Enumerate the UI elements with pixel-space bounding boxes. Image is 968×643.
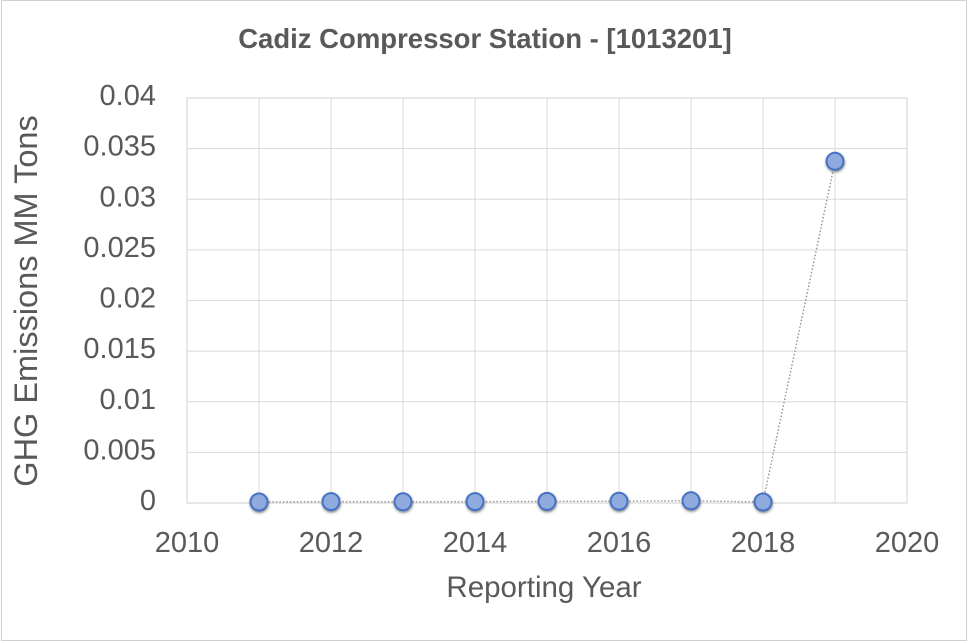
- svg-text:2018: 2018: [731, 527, 796, 559]
- svg-text:0: 0: [140, 485, 156, 517]
- svg-text:2010: 2010: [155, 527, 220, 559]
- svg-text:GHG Emissions MM Tons: GHG Emissions MM Tons: [8, 115, 44, 486]
- svg-text:0.005: 0.005: [83, 434, 156, 466]
- svg-text:2012: 2012: [299, 527, 364, 559]
- svg-text:2014: 2014: [443, 527, 508, 559]
- svg-text:2016: 2016: [587, 527, 652, 559]
- svg-text:Reporting Year: Reporting Year: [446, 571, 641, 604]
- svg-text:0.015: 0.015: [83, 333, 156, 365]
- svg-text:Cadiz Compressor Station - [10: Cadiz Compressor Station - [1013201]: [238, 23, 732, 54]
- svg-text:0.025: 0.025: [83, 232, 156, 264]
- svg-text:0.01: 0.01: [100, 384, 156, 416]
- svg-text:0.02: 0.02: [100, 283, 156, 315]
- svg-text:2020: 2020: [875, 527, 940, 559]
- svg-text:0.04: 0.04: [100, 80, 156, 112]
- svg-text:0.03: 0.03: [100, 181, 156, 213]
- svg-text:0.035: 0.035: [83, 131, 156, 163]
